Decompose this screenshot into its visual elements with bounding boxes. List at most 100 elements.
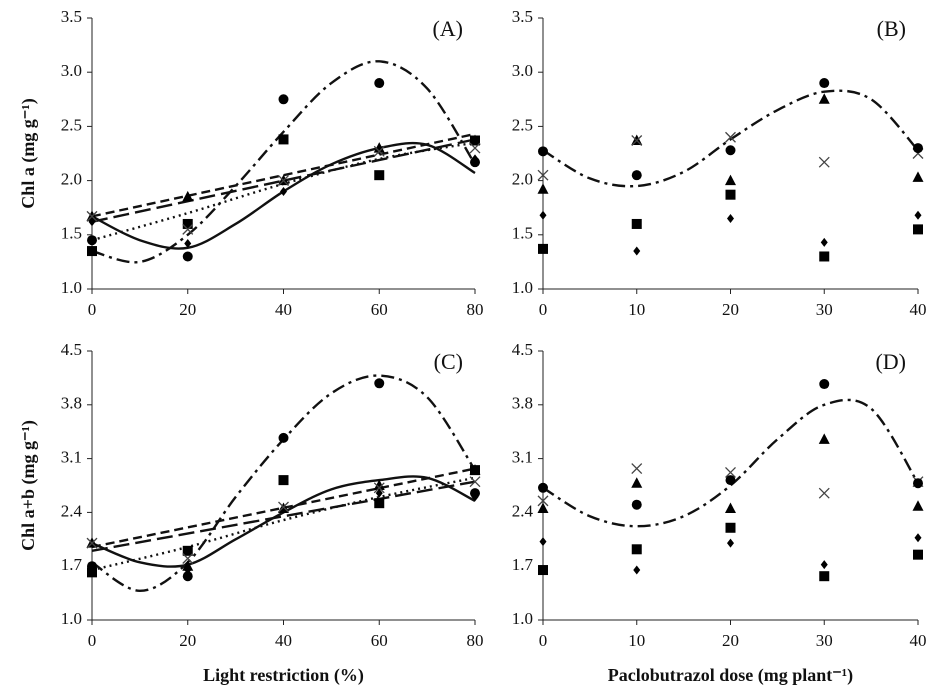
point bbox=[278, 94, 289, 105]
point bbox=[469, 134, 481, 145]
fit-curve bbox=[91, 475, 476, 568]
y-tick-label: 1.7 bbox=[512, 555, 534, 574]
point bbox=[87, 567, 97, 578]
point bbox=[87, 561, 97, 572]
point bbox=[182, 218, 193, 229]
y-tick-label: 1.0 bbox=[61, 609, 82, 628]
point bbox=[912, 171, 924, 182]
point bbox=[819, 379, 830, 390]
y-tick-label: 2.5 bbox=[61, 115, 82, 134]
point bbox=[470, 488, 480, 499]
point bbox=[469, 476, 481, 488]
x-tick-label: 20 bbox=[179, 631, 196, 650]
point bbox=[182, 560, 194, 571]
point bbox=[373, 482, 385, 494]
point bbox=[818, 156, 830, 168]
x-tick-label: 10 bbox=[628, 300, 645, 319]
point bbox=[537, 502, 549, 514]
point bbox=[374, 378, 385, 389]
y-tick-label: 1.0 bbox=[61, 278, 82, 297]
point bbox=[539, 537, 547, 547]
point bbox=[538, 146, 548, 157]
y-tick-label: 3.5 bbox=[512, 7, 533, 26]
x-tick-label: 40 bbox=[275, 631, 292, 650]
point bbox=[278, 175, 289, 187]
point bbox=[725, 131, 736, 143]
y-tick-label: 3.8 bbox=[512, 394, 533, 413]
point bbox=[913, 143, 923, 154]
point bbox=[819, 571, 830, 582]
x-tick-label: 20 bbox=[722, 631, 739, 650]
point bbox=[184, 238, 192, 248]
x-tick-label: 10 bbox=[628, 631, 645, 650]
point bbox=[537, 495, 549, 507]
y-tick-label: 1.0 bbox=[512, 609, 533, 628]
y-tick-label: 2.4 bbox=[512, 501, 534, 520]
point bbox=[725, 145, 736, 156]
x-tick-label: 40 bbox=[910, 300, 927, 319]
point bbox=[374, 170, 385, 181]
fit-curve bbox=[91, 132, 476, 218]
y-tick-label: 2.0 bbox=[512, 170, 533, 189]
point bbox=[537, 183, 549, 194]
fit-curve bbox=[91, 60, 477, 264]
point bbox=[820, 237, 828, 247]
panel-label: (D) bbox=[875, 349, 906, 374]
y-axis-label: Chl a+b (mg g⁻¹) bbox=[18, 420, 39, 551]
x-tick-label: 30 bbox=[816, 300, 833, 319]
y-tick-label: 4.5 bbox=[61, 340, 82, 359]
point bbox=[374, 78, 385, 89]
point bbox=[87, 235, 97, 246]
point bbox=[469, 142, 481, 154]
point bbox=[725, 502, 736, 514]
y-tick-label: 1.7 bbox=[61, 555, 83, 574]
point bbox=[913, 224, 923, 235]
point bbox=[86, 210, 98, 222]
y-tick-label: 3.5 bbox=[61, 7, 82, 26]
point bbox=[182, 190, 194, 202]
point bbox=[374, 498, 385, 509]
y-tick-label: 2.4 bbox=[61, 501, 83, 520]
point bbox=[725, 174, 736, 186]
point bbox=[818, 93, 830, 104]
point bbox=[631, 218, 642, 229]
point bbox=[727, 538, 734, 548]
point bbox=[470, 157, 480, 168]
x-tick-label: 60 bbox=[371, 631, 388, 650]
point bbox=[818, 487, 830, 499]
point bbox=[537, 169, 549, 181]
point bbox=[631, 135, 643, 146]
point bbox=[913, 478, 923, 489]
point bbox=[373, 145, 385, 157]
point bbox=[819, 251, 830, 262]
y-axis-label: Chl a (mg g⁻¹) bbox=[18, 98, 39, 208]
point bbox=[469, 464, 481, 475]
point bbox=[375, 488, 383, 498]
point bbox=[727, 214, 734, 224]
point bbox=[539, 210, 547, 220]
x-tick-label: 30 bbox=[816, 631, 833, 650]
point bbox=[373, 479, 385, 490]
point bbox=[725, 522, 736, 533]
y-tick-label: 3.1 bbox=[61, 448, 82, 467]
x-axis-label: Paclobutrazol dose (mg plant⁻¹) bbox=[608, 665, 853, 686]
y-tick-label: 2.5 bbox=[512, 115, 533, 134]
point bbox=[182, 571, 193, 582]
point bbox=[278, 475, 289, 486]
point bbox=[631, 499, 642, 510]
point bbox=[538, 565, 548, 576]
y-tick-label: 1.5 bbox=[61, 224, 82, 243]
point bbox=[818, 433, 830, 444]
fit-curve bbox=[91, 467, 476, 549]
point bbox=[182, 223, 194, 235]
point bbox=[725, 475, 736, 486]
x-tick-label: 60 bbox=[371, 300, 388, 319]
point bbox=[631, 544, 642, 555]
point bbox=[725, 466, 736, 478]
point bbox=[182, 251, 193, 262]
x-tick-label: 40 bbox=[275, 300, 292, 319]
point bbox=[725, 189, 736, 200]
x-tick-label: 0 bbox=[88, 300, 97, 319]
